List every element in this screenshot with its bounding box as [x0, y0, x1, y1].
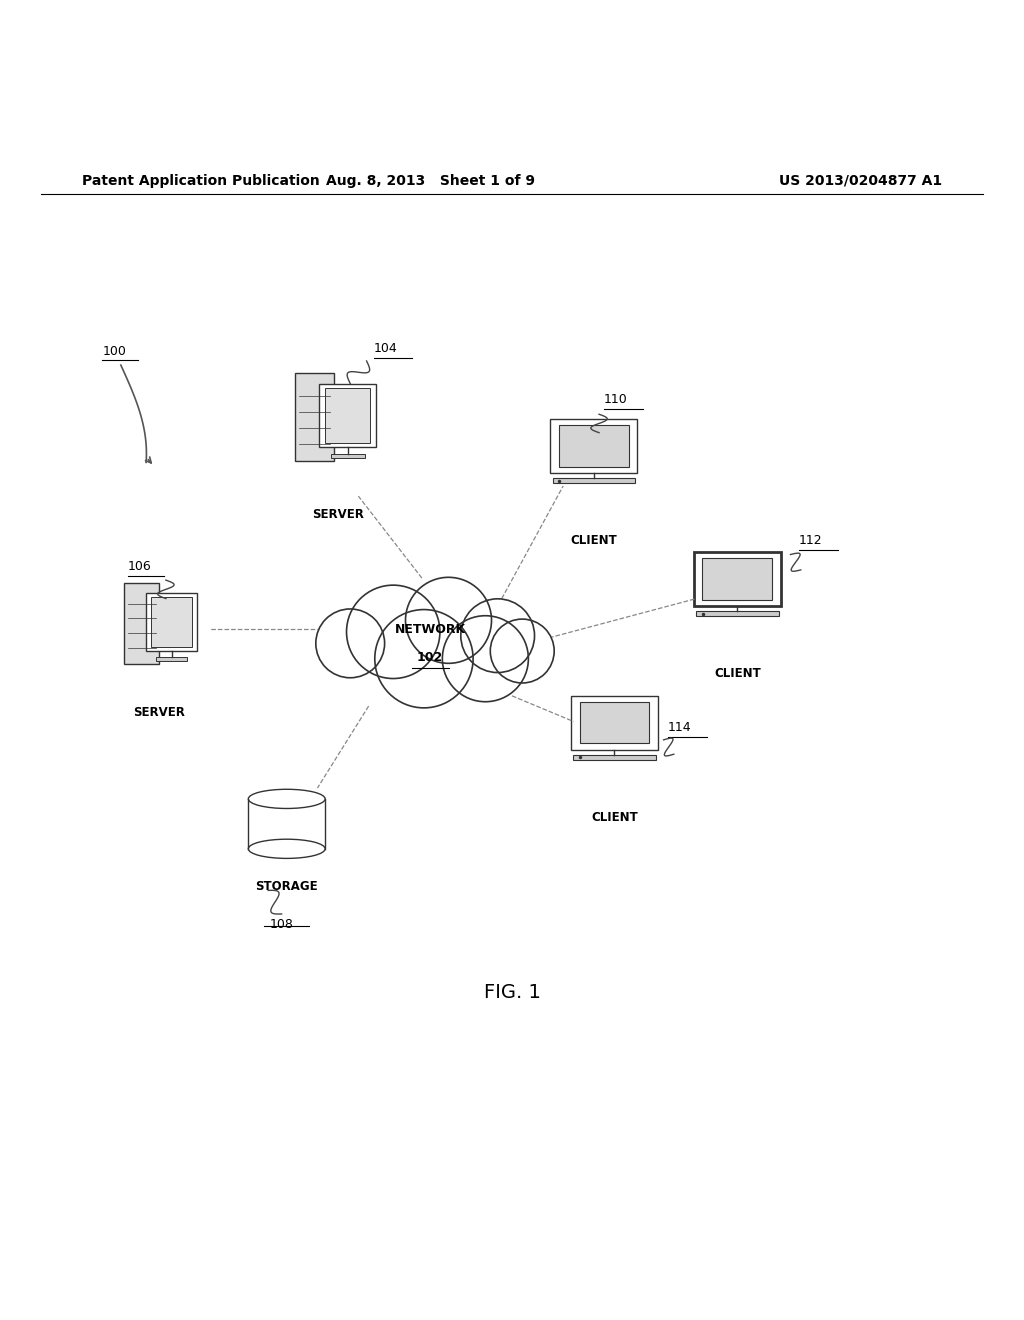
Text: US 2013/0204877 A1: US 2013/0204877 A1: [779, 174, 942, 187]
Ellipse shape: [249, 789, 326, 808]
Text: 100: 100: [102, 345, 126, 358]
Text: 112: 112: [799, 535, 822, 548]
Text: Aug. 8, 2013   Sheet 1 of 9: Aug. 8, 2013 Sheet 1 of 9: [326, 174, 535, 187]
Circle shape: [315, 609, 385, 677]
Text: CLIENT: CLIENT: [570, 535, 617, 546]
FancyBboxPatch shape: [295, 372, 334, 461]
FancyBboxPatch shape: [573, 755, 655, 759]
Text: FIG. 1: FIG. 1: [483, 983, 541, 1002]
FancyBboxPatch shape: [124, 582, 159, 664]
Circle shape: [490, 619, 554, 682]
FancyBboxPatch shape: [694, 552, 780, 606]
FancyBboxPatch shape: [551, 420, 637, 473]
FancyBboxPatch shape: [696, 611, 778, 616]
Text: Patent Application Publication: Patent Application Publication: [82, 174, 319, 187]
Text: 110: 110: [604, 393, 628, 407]
FancyBboxPatch shape: [326, 388, 371, 444]
Text: CLIENT: CLIENT: [714, 667, 761, 680]
Text: SERVER: SERVER: [312, 508, 364, 521]
Circle shape: [442, 615, 528, 702]
Circle shape: [375, 610, 473, 708]
FancyBboxPatch shape: [580, 702, 649, 743]
Text: 104: 104: [374, 342, 397, 355]
Text: 102: 102: [417, 652, 443, 664]
Text: CLIENT: CLIENT: [591, 810, 638, 824]
Circle shape: [346, 585, 440, 678]
FancyBboxPatch shape: [319, 384, 376, 447]
FancyBboxPatch shape: [571, 696, 657, 750]
FancyBboxPatch shape: [152, 597, 191, 647]
Text: NETWORK: NETWORK: [394, 623, 466, 636]
Text: 106: 106: [128, 560, 152, 573]
Ellipse shape: [249, 840, 326, 858]
FancyBboxPatch shape: [553, 478, 635, 483]
Text: SERVER: SERVER: [133, 706, 184, 719]
Circle shape: [406, 577, 492, 664]
Text: 114: 114: [668, 721, 691, 734]
Circle shape: [461, 599, 535, 673]
FancyBboxPatch shape: [559, 425, 629, 467]
FancyBboxPatch shape: [146, 593, 197, 651]
FancyBboxPatch shape: [331, 454, 365, 458]
FancyBboxPatch shape: [157, 657, 186, 661]
Text: STORAGE: STORAGE: [255, 880, 318, 894]
Text: 108: 108: [269, 917, 294, 931]
FancyBboxPatch shape: [702, 558, 772, 601]
